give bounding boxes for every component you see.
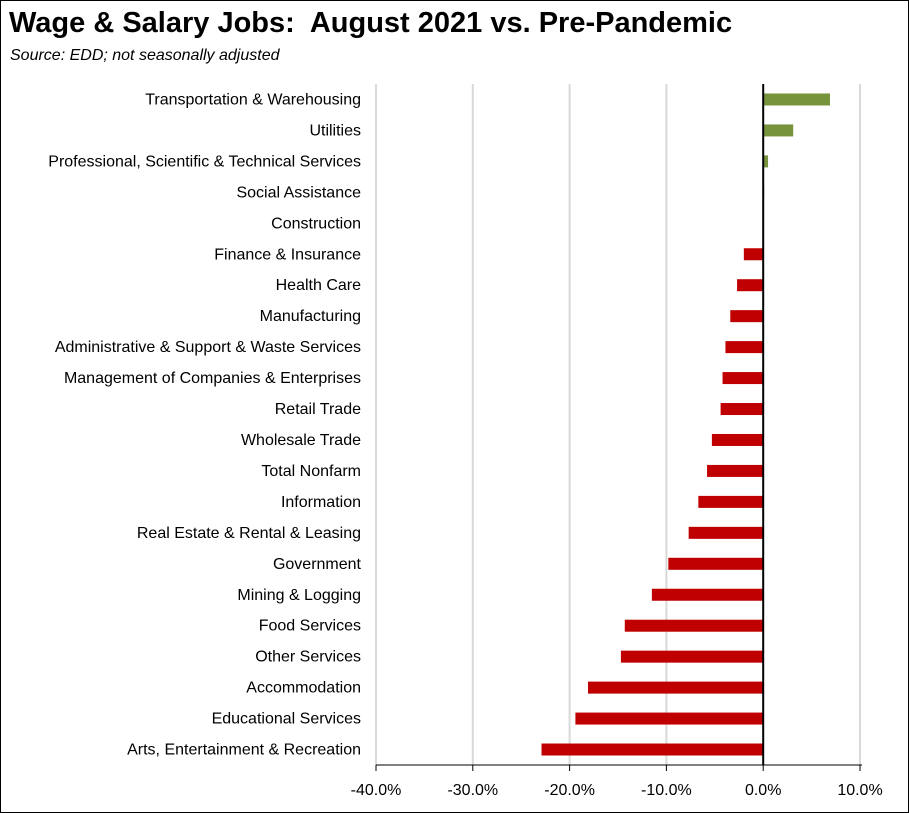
bar [587,681,764,694]
bar [763,124,794,137]
bar [737,279,764,292]
category-label: Arts, Entertainment & Recreation [127,742,361,759]
bar [541,743,764,756]
category-label: Government [273,556,362,573]
bar [707,464,764,477]
x-tick-label: -30.0% [447,782,498,799]
bar [730,310,764,323]
category-label: Educational Services [212,711,361,728]
category-label: Social Assistance [236,184,361,201]
category-label: Construction [271,215,361,232]
bar [763,93,830,106]
chart-title: Wage & Salary Jobs: August 2021 vs. Pre-… [9,7,733,39]
bar [698,495,764,508]
category-label: Management of Companies & Enterprises [64,370,361,387]
bar [668,557,764,570]
bar [711,433,764,446]
category-label: Information [281,494,361,511]
category-label: Health Care [276,277,361,294]
category-label: Retail Trade [275,401,361,418]
x-tick-label: -10.0% [641,782,692,799]
bar [720,403,764,416]
bar [763,155,769,168]
bar [651,588,764,601]
category-label: Wholesale Trade [241,432,361,449]
category-label: Real Estate & Rental & Leasing [137,525,361,542]
bar [624,619,764,632]
category-label: Other Services [255,649,361,666]
category-label: Manufacturing [260,308,361,325]
bar [575,712,764,725]
bar [743,248,764,261]
x-tick-label: 10.0% [837,782,882,799]
category-label: Mining & Logging [237,587,361,604]
chart-subtitle: Source: EDD; not seasonally adjusted [10,47,280,64]
category-label: Professional, Scientific & Technical Ser… [48,153,361,170]
x-tick-label: -40.0% [351,782,402,799]
bar [620,650,764,663]
category-label: Finance & Insurance [214,246,361,263]
category-label: Total Nonfarm [261,463,361,480]
category-label: Accommodation [246,680,361,697]
category-label: Transportation & Warehousing [145,91,361,108]
category-label: Administrative & Support & Waste Service… [55,339,361,356]
x-tick-label: 0.0% [745,782,781,799]
bar [722,372,764,385]
bar [725,341,764,354]
x-tick-label: -20.0% [544,782,595,799]
bar [688,526,764,539]
category-label: Utilities [309,122,361,139]
category-label: Food Services [259,618,361,635]
